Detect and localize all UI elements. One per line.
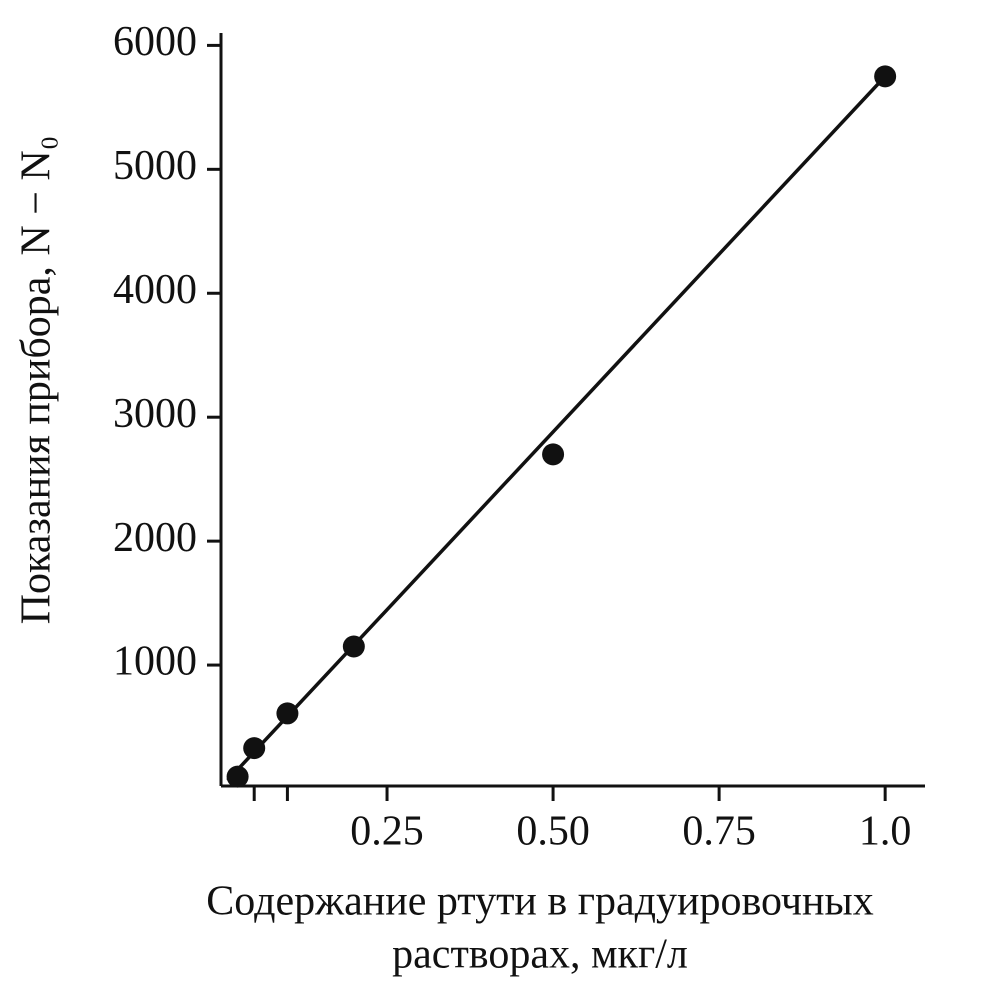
y-tick-label: 4000 xyxy=(113,267,197,313)
x-tick-label: 0.50 xyxy=(516,809,590,855)
point xyxy=(342,635,365,658)
x-tick-label: 0.75 xyxy=(682,809,756,855)
x-axis-label: растворах, мкг/л xyxy=(392,932,688,978)
y-tick-label: 1000 xyxy=(113,639,197,685)
x-tick-label: 1.0 xyxy=(859,809,912,855)
point xyxy=(874,65,897,88)
y-tick-label: 3000 xyxy=(113,391,197,437)
point xyxy=(243,737,266,760)
y-axis-label: Показания прибора, N − N₀ xyxy=(14,136,60,625)
point xyxy=(226,765,249,788)
y-tick-label: 2000 xyxy=(113,515,197,561)
x-axis-label: Содержание ртути в градуировочных xyxy=(206,879,873,925)
y-tick-label: 5000 xyxy=(113,143,197,189)
y-tick-label: 6000 xyxy=(113,19,197,65)
point xyxy=(542,443,565,466)
point xyxy=(276,702,299,725)
x-tick-label: 0.25 xyxy=(350,809,424,855)
fit-line xyxy=(226,75,887,782)
